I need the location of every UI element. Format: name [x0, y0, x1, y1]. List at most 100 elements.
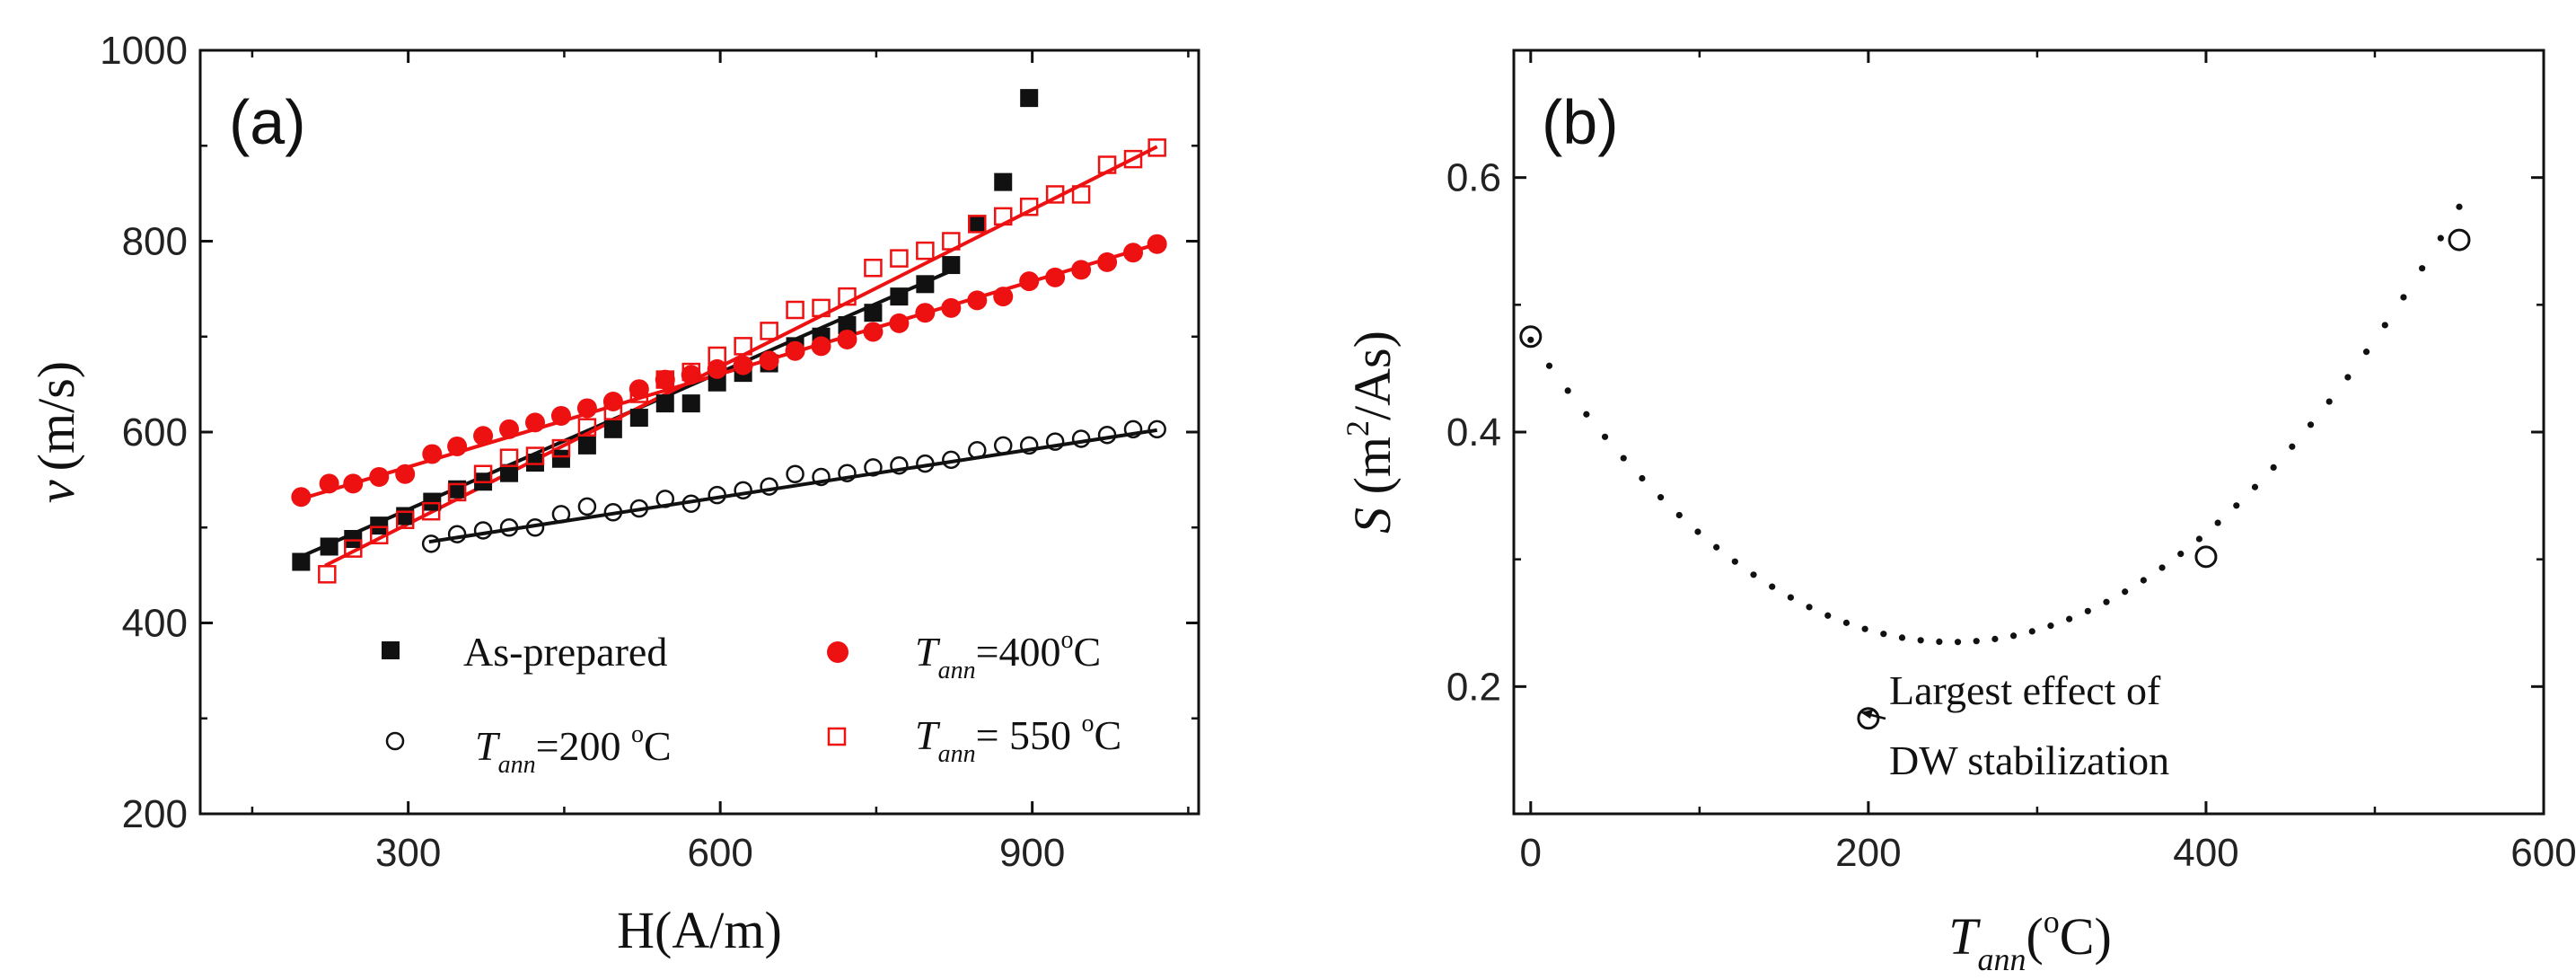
annotation-line-1: Largest effect of	[1889, 667, 2161, 713]
legend-marker-filled-circle	[827, 641, 848, 663]
data-point-series-1	[760, 477, 778, 496]
data-point-series-3	[344, 539, 363, 558]
data-point-series-3	[1147, 138, 1166, 157]
panel-a-frame	[198, 49, 1200, 816]
data-point-series-3	[890, 249, 909, 268]
data-point-series-0	[603, 419, 622, 438]
y-tick-label: 800	[122, 220, 188, 264]
y-tick-label: 1000	[100, 29, 188, 73]
data-point-series-0	[655, 394, 674, 413]
data-point-series-3	[318, 565, 337, 584]
fit-curve-dot	[1880, 631, 1887, 638]
fit-curve-dot	[2028, 628, 2035, 635]
data-point-series-2	[707, 358, 727, 379]
data-point-series-2	[1097, 252, 1118, 272]
fit-curve-dot	[2084, 607, 2091, 614]
data-point-series-2	[576, 398, 597, 419]
data-point-2	[2194, 545, 2218, 569]
data-point-series-3	[708, 346, 726, 366]
panel-a: 300 600 900 200 400 600 800 1000 (a) H(A/m) v (m…	[27, 29, 1200, 959]
data-point-series-1	[551, 505, 571, 524]
data-point-series-0	[916, 275, 935, 294]
data-point-series-0	[864, 304, 883, 322]
data-point-series-1	[1045, 432, 1065, 451]
data-point-series-1	[1147, 419, 1166, 439]
data-point-series-2	[629, 379, 649, 400]
data-point-series-3	[525, 446, 545, 465]
legend-item-as-prepared: As-prepared	[382, 629, 667, 675]
legend-item-550: Tann= 550 oC	[827, 710, 1121, 768]
fit-curve-dot	[1713, 543, 1720, 551]
x-tick-label: 600	[687, 831, 752, 875]
data-point-series-1	[1071, 429, 1091, 448]
fit-curve-dot	[1750, 571, 1757, 578]
data-point-series-3	[551, 438, 571, 458]
fit-curve-dot	[2066, 615, 2073, 622]
annotation-line-2: DW stabilization	[1889, 737, 2169, 783]
fit-curve-dot	[2456, 203, 2463, 210]
panel-b: 0 200 400 600 0.2 0.4 0.6 (b) Largest effect o…	[1340, 49, 2576, 977]
fit-curve-dot	[2307, 421, 2315, 428]
data-point-series-3	[734, 337, 752, 356]
x-tick-label: 400	[2173, 831, 2238, 875]
data-point-series-2	[1019, 271, 1040, 292]
data-point-series-3	[1097, 155, 1117, 174]
data-point-series-1	[1019, 436, 1039, 455]
panel-b-y-axis-label: S (m2/As)	[1340, 331, 1402, 534]
data-point-series-2	[319, 473, 339, 494]
legend-marker-open-square	[827, 727, 847, 746]
fit-curve-dot	[2122, 588, 2129, 596]
data-point-series-0	[994, 172, 1013, 191]
svg-text:v(m/s): v (m/s)	[27, 361, 85, 503]
data-point-3	[2448, 228, 2471, 252]
legend-item-400: Tann=400oC	[827, 626, 1101, 684]
data-point-series-2	[1045, 267, 1066, 287]
fit-curve-dot	[2233, 502, 2240, 509]
fit-curve-dot	[2140, 577, 2147, 584]
fit-curve-dot	[1861, 625, 1868, 632]
fit-curve-dot	[1601, 433, 1609, 440]
data-point-series-3	[838, 287, 857, 306]
data-point-series-0	[500, 464, 519, 482]
panel-a-y-axis-unit: (m/s)	[27, 361, 85, 471]
fit-curve-dot	[1954, 639, 1962, 646]
fit-curve-dot	[2214, 519, 2221, 526]
data-point-series-2	[499, 419, 520, 439]
panel-a-x-axis-label: H(A/m)	[617, 901, 782, 959]
data-point-series-2	[343, 473, 364, 494]
fit-curve-dot	[2325, 398, 2333, 405]
data-point-series-2	[1123, 243, 1144, 263]
data-point-series-3	[864, 259, 883, 278]
data-point-series-0	[629, 409, 648, 428]
x-tick-label: 600	[2510, 831, 2576, 875]
data-point-series-0	[423, 492, 442, 511]
data-point-series-2	[422, 444, 443, 464]
panel-b-markers	[1519, 228, 2471, 730]
data-point-series-3	[786, 300, 804, 320]
y-tick-label: 0.6	[1446, 156, 1501, 200]
fit-curve-dot	[2270, 464, 2277, 472]
fit-curve-dot	[2437, 234, 2444, 242]
data-point-series-2	[889, 313, 910, 333]
data-point-series-1	[1123, 419, 1143, 439]
data-point-series-0	[942, 256, 961, 275]
data-point-series-3	[1045, 185, 1065, 204]
data-point-series-2	[785, 340, 805, 361]
data-point-series-0	[370, 516, 389, 535]
fit-curve-dot	[1527, 336, 1534, 343]
data-point-series-1	[1097, 425, 1117, 445]
annotation-arrow-head	[1860, 710, 1873, 719]
panel-a-y-axis-symbol: v	[27, 480, 85, 503]
data-point-series-3	[421, 501, 441, 521]
x-tick-label: 200	[1835, 831, 1901, 875]
data-point-series-1	[708, 485, 726, 505]
fit-curve-dot	[1917, 637, 1924, 644]
x-tick-label: 300	[375, 831, 441, 875]
legend-label-400: Tann=400oC	[915, 626, 1101, 684]
data-point-0	[1519, 325, 1543, 349]
data-point-series-3	[395, 510, 415, 529]
data-point-series-0	[396, 507, 415, 525]
data-point-series-3	[473, 464, 493, 483]
fit-curve-dot	[2103, 598, 2110, 605]
data-point-series-3	[447, 482, 467, 502]
